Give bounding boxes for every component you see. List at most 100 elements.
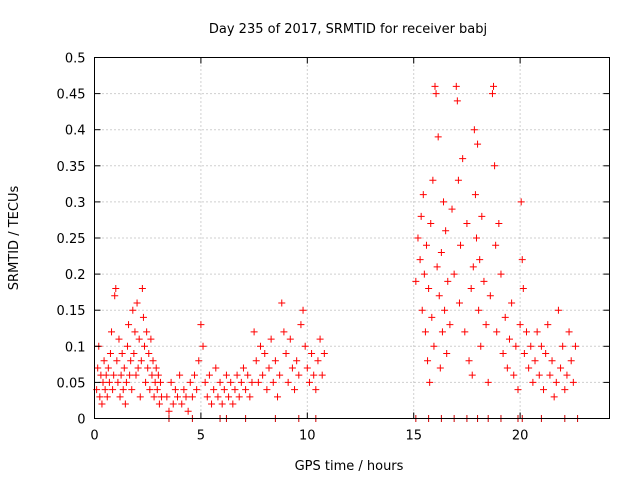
data-point [252,357,260,365]
data-point [155,400,163,408]
y-tick-label: 0.05 [57,376,86,391]
data-point [132,371,140,379]
data-point [113,357,121,365]
data-point [467,285,475,293]
data-point [137,357,145,365]
data-point [452,82,460,90]
data-point [250,328,258,336]
data-point [486,292,494,300]
data-point [554,306,562,314]
x-tick-label: 0 [90,429,98,444]
data-point [225,393,233,401]
data-point [471,191,479,199]
data-point [297,321,305,329]
data-point [94,364,102,372]
data-point [276,371,284,379]
gridlines [94,57,610,419]
data-point [180,386,188,394]
data-points [93,82,582,422]
data-point [152,364,160,372]
data-point [434,133,442,141]
data-point [176,371,184,379]
y-tick-label: 0.4 [65,124,86,139]
data-point [188,393,196,401]
data-point [461,328,469,336]
data-point [280,328,288,336]
data-point [491,162,499,170]
data-point [265,364,273,372]
data-point [301,342,309,350]
data-point [263,386,271,394]
data-point [438,328,446,336]
data-point [424,357,432,365]
data-point [516,321,524,329]
data-point [119,386,127,394]
data-point [308,350,316,358]
data-point [216,378,224,386]
data-point [299,306,307,314]
data-point [143,328,151,336]
data-point [274,393,282,401]
data-point [469,263,477,271]
data-point [559,342,567,350]
y-axis-label: SRMTID / TECUs [7,186,22,291]
data-point [427,220,435,228]
data-point [210,386,218,394]
data-point [244,371,252,379]
data-point [254,378,262,386]
data-point [229,400,237,408]
data-point [184,407,192,415]
data-point [271,357,279,365]
data-point [514,386,522,394]
data-point [448,205,456,213]
data-point [310,371,318,379]
data-point [96,393,104,401]
data-point [117,371,125,379]
data-point [134,364,142,372]
data-point [465,357,473,365]
data-point [129,306,137,314]
data-point [422,241,430,249]
data-point [433,263,441,271]
data-point [278,299,286,307]
data-point [567,357,575,365]
data-point [529,378,537,386]
data-point [436,364,444,372]
data-point [165,407,173,415]
y-tick-label: 0.3 [65,196,86,211]
data-point [222,371,230,379]
data-point [214,393,222,401]
data-point [420,270,428,278]
data-point [550,393,558,401]
data-point [477,342,485,350]
data-point [201,378,209,386]
data-point [520,350,528,358]
data-point [203,393,211,401]
data-point [548,357,556,365]
data-point [288,364,296,372]
data-point [146,386,154,394]
data-point [106,350,114,358]
data-point [453,97,461,105]
data-point [488,90,496,98]
data-point [231,386,239,394]
data-point [142,378,150,386]
data-point [148,371,156,379]
data-point [419,191,427,199]
data-point [316,335,324,343]
data-point [435,292,443,300]
data-point [199,342,207,350]
data-point [267,335,275,343]
data-point [561,386,569,394]
data-point [492,241,500,249]
y-tick-label: 0.45 [57,88,86,103]
data-point [499,350,507,358]
data-point [102,371,110,379]
data-point [490,82,498,90]
data-point [138,285,146,293]
x-axis-label: GPS time / hours [295,459,404,474]
data-point [115,335,123,343]
data-point [149,357,157,365]
x-tick-label: 15 [405,429,422,444]
data-point [468,371,476,379]
